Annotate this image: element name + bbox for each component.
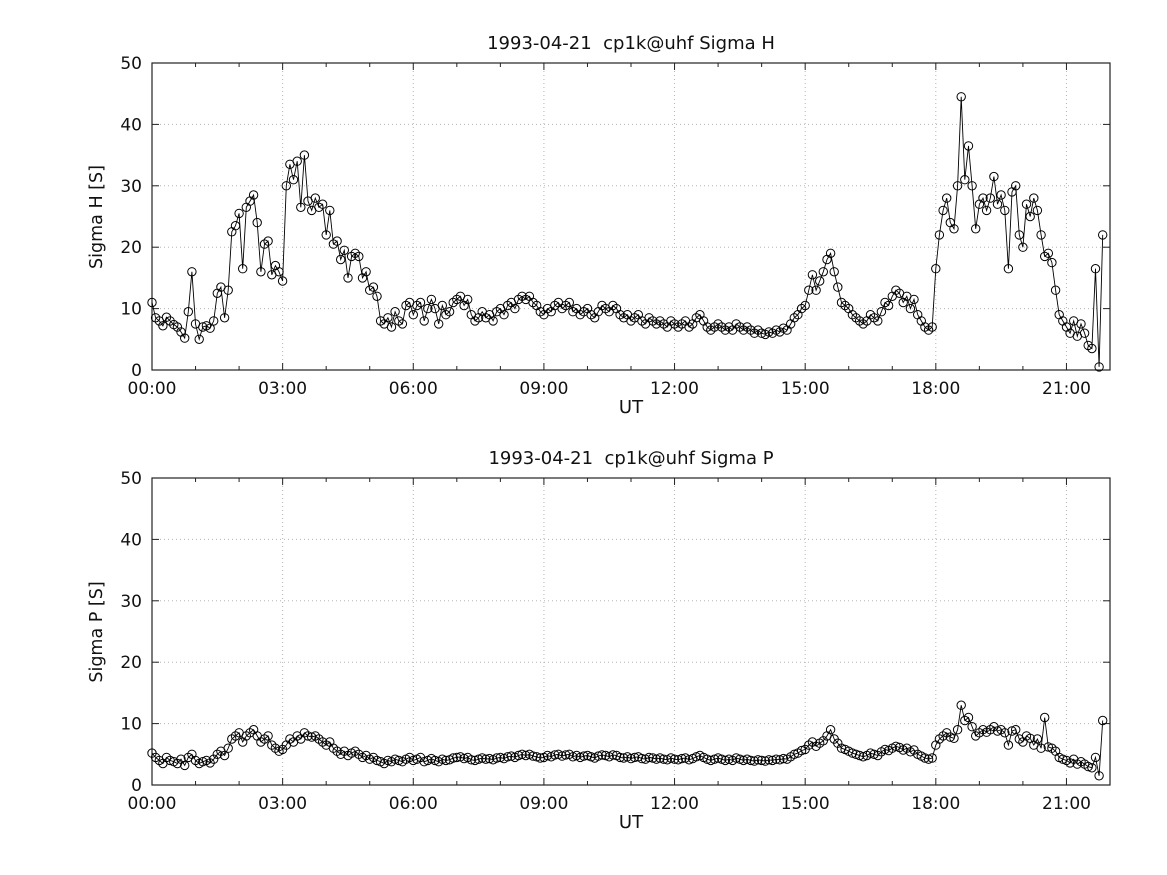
axes-box [151, 477, 1111, 786]
grid-lines [152, 63, 1110, 370]
axes-box [151, 62, 1111, 371]
x-tick-label: 09:00 [519, 794, 568, 814]
y-tick-label: 0 [131, 361, 142, 381]
series-line [151, 705, 1104, 776]
chart2-title: 1993-04-21 cp1k@uhf Sigma P [488, 448, 774, 469]
chart1-xlabel: UT [618, 397, 644, 418]
y-tick-label: 40 [120, 115, 142, 135]
y-tick-label: 10 [120, 300, 142, 320]
x-tick-label: 03:00 [258, 794, 307, 814]
series-line [151, 96, 1104, 367]
chart1-ylabel: Sigma H [S] [87, 165, 107, 269]
y-tick-label: 20 [120, 653, 142, 673]
y-tick-label: 10 [120, 715, 142, 735]
chart-panel-1: 00:00 03:00 06:00 09:00 12:00 15:00 18:00 21:00… [120, 54, 1111, 399]
series-markers [147, 92, 1108, 372]
x-tick-label: 21:00 [1042, 379, 1091, 399]
x-tick-label: 09:00 [519, 379, 568, 399]
y-tick-label: 0 [131, 776, 142, 796]
y-tick-label: 20 [120, 238, 142, 258]
y-tick-label: 50 [120, 469, 142, 489]
x-tick-label: 06:00 [389, 794, 438, 814]
tick-marks [151, 62, 1111, 371]
x-tick-label: 00:00 [128, 379, 177, 399]
x-tick-label: 15:00 [781, 794, 830, 814]
tick-labels: 00:00 03:00 06:00 09:00 12:00 15:00 18:00 21:00… [120, 54, 1091, 399]
x-tick-label: 03:00 [258, 379, 307, 399]
x-tick-label: 21:00 [1042, 794, 1091, 814]
tick-labels: 00:00 03:00 06:00 09:00 12:00 15:00 18:00 21:00… [120, 469, 1091, 814]
x-tick-label: 12:00 [650, 794, 699, 814]
y-tick-label: 40 [120, 530, 142, 550]
chart2-ylabel: Sigma P [S] [87, 581, 107, 683]
x-tick-label: 12:00 [650, 379, 699, 399]
y-tick-label: 50 [120, 54, 142, 74]
y-tick-label: 30 [120, 177, 142, 197]
x-tick-label: 00:00 [128, 794, 177, 814]
x-tick-label: 18:00 [911, 379, 960, 399]
series-markers [147, 700, 1108, 781]
chart2-xlabel: UT [618, 812, 644, 833]
y-tick-label: 30 [120, 592, 142, 612]
x-tick-label: 18:00 [911, 794, 960, 814]
chart1-title: 1993-04-21 cp1k@uhf Sigma H [487, 33, 775, 54]
x-tick-label: 15:00 [781, 379, 830, 399]
x-tick-label: 06:00 [389, 379, 438, 399]
chart-panel-2: 00:00 03:00 06:00 09:00 12:00 15:00 18:00 21:00… [120, 469, 1111, 814]
